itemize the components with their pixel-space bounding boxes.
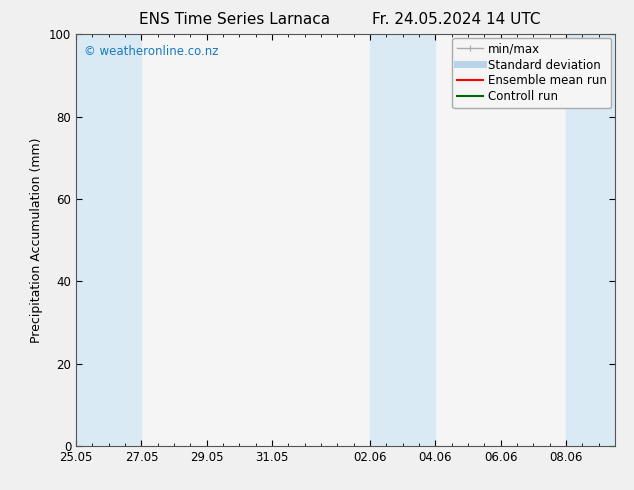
Y-axis label: Precipitation Accumulation (mm): Precipitation Accumulation (mm) [30,137,43,343]
Bar [76,34,141,446]
Text: Fr. 24.05.2024 14 UTC: Fr. 24.05.2024 14 UTC [372,12,541,27]
Text: © weatheronline.co.nz: © weatheronline.co.nz [84,45,219,58]
Text: ENS Time Series Larnaca: ENS Time Series Larnaca [139,12,330,27]
Bar [370,34,436,446]
Bar [566,34,615,446]
Legend: min/max, Standard deviation, Ensemble mean run, Controll run: min/max, Standard deviation, Ensemble me… [453,38,611,108]
